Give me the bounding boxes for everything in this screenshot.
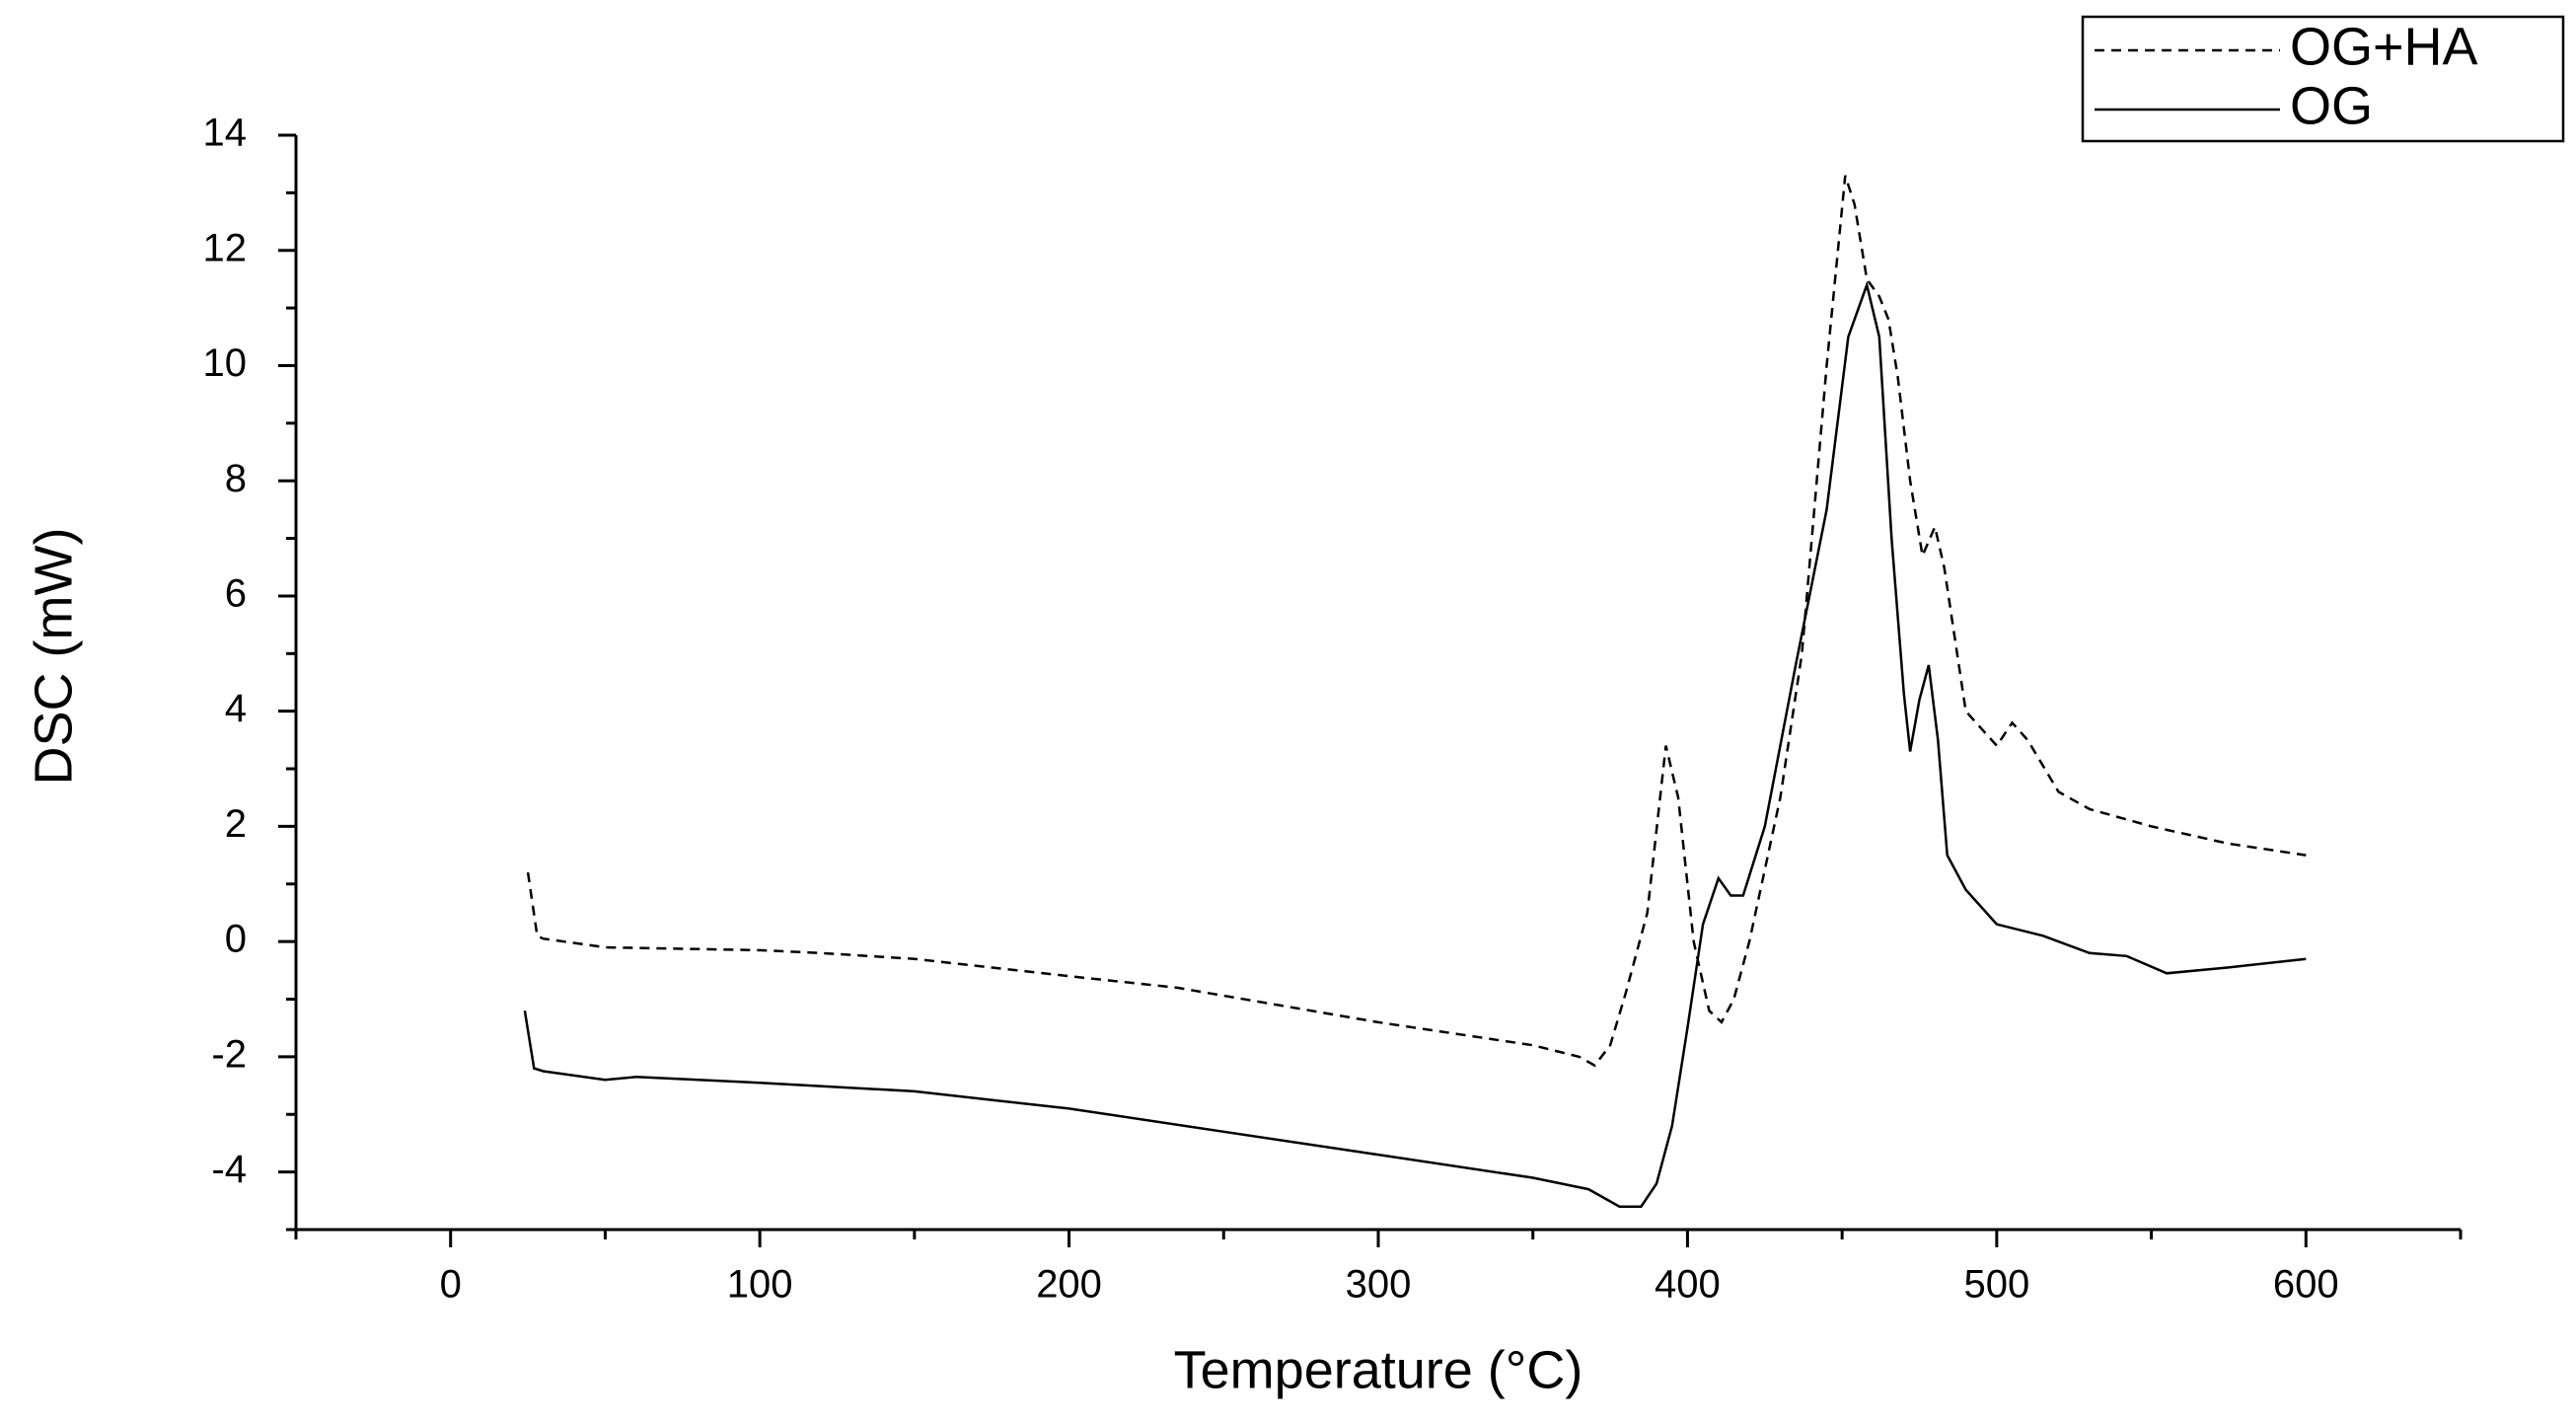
y-tick-label: 0	[225, 918, 247, 961]
x-tick-label: 200	[1036, 1263, 1102, 1307]
x-tick-label: 500	[1963, 1263, 2029, 1307]
y-axis-title: DSC (mW)	[24, 528, 83, 786]
legend-label: OG	[2290, 76, 2373, 135]
y-tick-label: 8	[225, 457, 247, 500]
y-tick-label: 10	[203, 341, 248, 385]
y-tick-label: 2	[225, 802, 247, 846]
x-tick-label: 0	[440, 1263, 462, 1307]
y-tick-label: -2	[211, 1032, 247, 1076]
x-tick-label: 600	[2273, 1263, 2339, 1307]
x-tick-label: 400	[1655, 1263, 1721, 1307]
data-line	[526, 175, 2307, 1068]
y-tick-label: 6	[225, 572, 247, 616]
y-tick-label: 12	[203, 226, 248, 269]
y-tick-label: -4	[211, 1148, 247, 1191]
y-tick-label: 14	[203, 112, 248, 155]
x-axis-title: Temperature (°C)	[1174, 1340, 1583, 1399]
data-line	[523, 280, 2307, 1208]
legend-box	[2081, 15, 2565, 143]
y-tick-label: 4	[225, 687, 247, 730]
x-tick-label: 300	[1346, 1263, 1412, 1307]
x-tick-label: 100	[727, 1263, 793, 1307]
legend-label: OG+HA	[2290, 17, 2478, 76]
